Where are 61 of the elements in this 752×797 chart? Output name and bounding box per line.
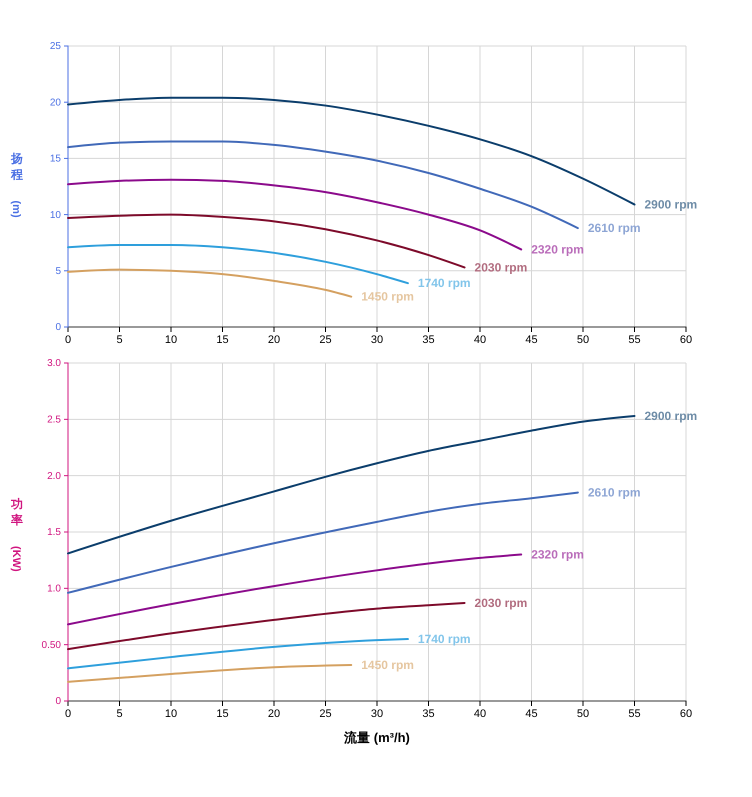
- x-tick-label: 55: [628, 334, 641, 346]
- y-tick-label: 2.5: [47, 414, 62, 426]
- series-label: 2900 rpm: [644, 408, 698, 423]
- x-axis-title: 流量 (m³/h): [343, 730, 410, 745]
- x-tick-label: 10: [164, 334, 178, 346]
- series-label: 2610 rpm: [588, 486, 641, 500]
- series-label: 2320 rpm: [531, 242, 584, 256]
- x-tick-label: 60: [680, 708, 692, 720]
- series-label: 1740 rpm: [418, 276, 471, 290]
- y-tick-label: 25: [50, 41, 62, 52]
- y-tick-label: 1.0: [47, 584, 62, 595]
- y-tick-label: 20: [50, 97, 62, 108]
- x-tick-label: 45: [525, 708, 538, 720]
- x-tick-label: 0: [64, 334, 72, 346]
- series-label: 2320 rpm: [531, 548, 584, 562]
- y-tick-label: 0: [55, 322, 62, 334]
- x-tick-label: 5: [116, 334, 123, 346]
- x-tick-label: 50: [576, 708, 590, 720]
- x-tick-label: 35: [422, 334, 435, 346]
- series-label: 1740 rpm: [418, 632, 471, 646]
- line-series: [67, 244, 409, 284]
- x-tick-label: 10: [164, 708, 178, 720]
- y-tick-label: 3.0: [47, 358, 62, 370]
- line-series: [67, 214, 466, 268]
- x-tick-label: 35: [422, 708, 435, 720]
- y-tick-label: 0.50: [42, 640, 62, 651]
- x-tick-label: 30: [370, 334, 384, 346]
- x-tick-label: 25: [319, 334, 332, 346]
- y-tick-label: 1.5: [47, 527, 62, 538]
- x-tick-label: 40: [474, 708, 486, 720]
- x-tick-label: 55: [628, 708, 641, 720]
- y-tick-label: 10: [50, 210, 62, 221]
- line-series: [67, 140, 579, 230]
- x-tick-label: 15: [216, 334, 229, 346]
- x-tick-label: 5: [116, 708, 123, 720]
- x-tick-label: 15: [216, 708, 229, 720]
- series-label: 2030 rpm: [474, 260, 528, 274]
- y-tick-label: 2.0: [47, 470, 62, 482]
- x-tick-label: 25: [319, 708, 332, 720]
- x-tick-label: 50: [576, 334, 590, 346]
- x-tick-label: 0: [64, 708, 72, 720]
- series-label: 2030 rpm: [474, 596, 528, 610]
- line-series: [67, 664, 352, 683]
- x-tick-label: 30: [370, 708, 384, 720]
- text: 扬程 (m): [10, 152, 23, 218]
- series-label: 2900 rpm: [644, 197, 698, 212]
- text: 功率 (KW): [10, 497, 23, 572]
- y-tick-label: 0: [55, 696, 62, 708]
- y-tick-label: 15: [50, 154, 62, 165]
- series-label: 1450 rpm: [361, 290, 414, 304]
- line-series: [67, 96, 636, 206]
- x-tick-label: 20: [268, 334, 280, 346]
- line-series: [67, 268, 352, 298]
- x-tick-label: 40: [474, 334, 486, 346]
- x-tick-label: 60: [680, 334, 692, 346]
- x-tick-label: 20: [268, 708, 280, 720]
- line-series: [67, 178, 522, 250]
- y-tick-label: 5: [55, 266, 62, 277]
- series-label: 1450 rpm: [361, 658, 414, 672]
- series-label: 2610 rpm: [588, 221, 641, 236]
- x-tick-label: 45: [525, 334, 538, 346]
